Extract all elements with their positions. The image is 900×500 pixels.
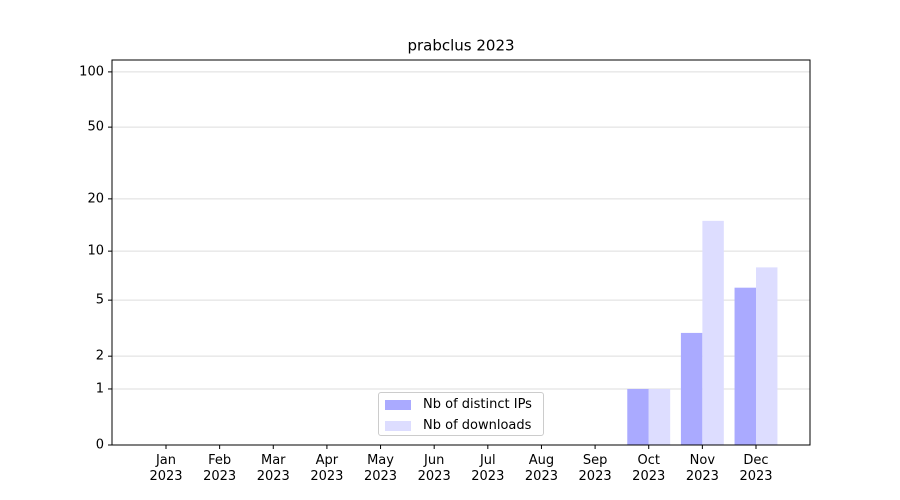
y-tick-label: 100 (79, 64, 104, 79)
x-tick-label: Apr 2023 (310, 453, 344, 484)
y-tick-label: 0 (96, 438, 104, 453)
y-tick-label: 10 (87, 244, 104, 259)
legend-label: Nb of downloads (423, 418, 532, 433)
y-tick-label: 1 (96, 381, 104, 396)
bar (734, 287, 756, 445)
y-tick-label: 5 (96, 293, 104, 308)
x-tick-label: Jun 2023 (417, 453, 451, 484)
x-tick-label: May 2023 (363, 453, 398, 484)
y-tick-label: 50 (87, 120, 104, 135)
x-tick-label: Feb 2023 (203, 453, 237, 484)
x-tick-label: Aug 2023 (524, 453, 558, 484)
bar (627, 388, 649, 445)
plot-frame (111, 59, 811, 446)
bar (680, 332, 703, 445)
y-tick-label: 20 (87, 191, 104, 206)
x-tick-label: Mar 2023 (256, 453, 290, 484)
x-tick-label: Jul 2023 (471, 453, 505, 484)
y-tick-label: 2 (96, 349, 104, 364)
chart-title: prabclus 2023 (407, 37, 514, 55)
legend-item: Nb of distinct IPs (385, 397, 532, 412)
x-tick-label: Oct 2023 (632, 453, 666, 484)
legend-swatch (385, 420, 411, 431)
legend-item: Nb of downloads (385, 418, 531, 433)
legend-label: Nb of distinct IPs (423, 397, 532, 412)
bar (648, 388, 671, 445)
x-tick-label: Sep 2023 (578, 453, 612, 484)
bar (702, 220, 724, 445)
bar (756, 267, 778, 445)
x-tick-label: Dec 2023 (739, 453, 773, 484)
x-tick-label: Jan 2023 (149, 453, 183, 484)
legend-swatch (385, 399, 411, 410)
legend: Nb of distinct IPs Nb of downloads (378, 392, 544, 436)
x-tick-label: Nov 2023 (685, 453, 719, 484)
